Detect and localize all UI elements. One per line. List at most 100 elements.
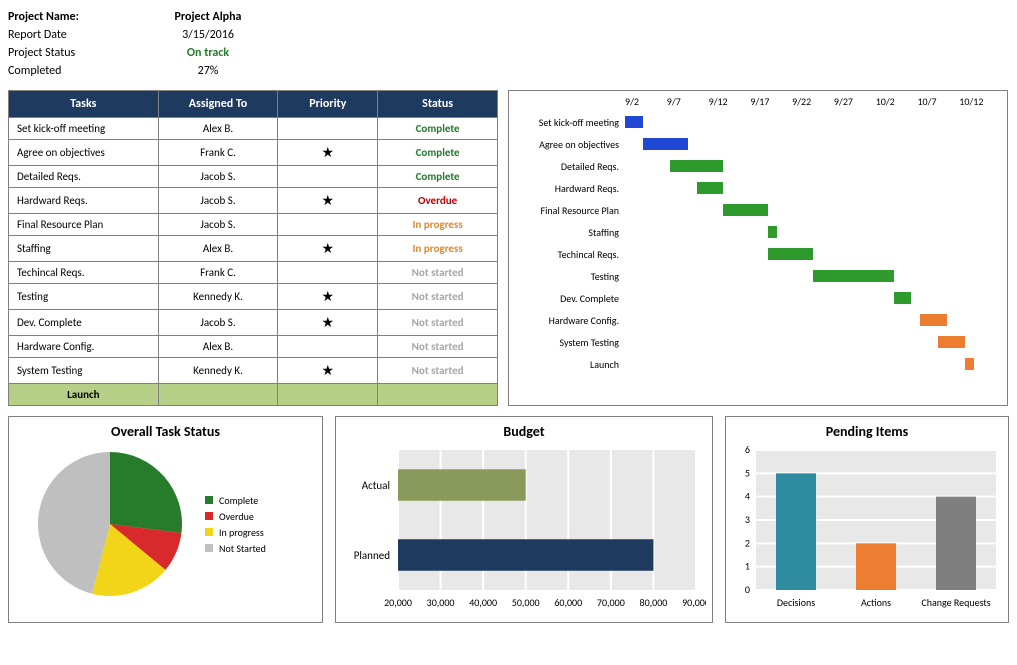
task-assigned: Alex B. xyxy=(158,336,278,358)
project-header: Project Name: Project Alpha Report Date … xyxy=(8,8,1009,80)
task-status: Not started xyxy=(378,310,498,336)
budget-bar-label: Planned xyxy=(354,549,390,562)
task-name: Staffing xyxy=(9,236,159,262)
col-tasks: Tasks xyxy=(9,91,159,118)
task-name: Set kick-off meeting xyxy=(9,118,159,140)
legend-swatch xyxy=(205,544,213,552)
legend-label: Overdue xyxy=(219,510,254,523)
task-name: Hardward Reqs. xyxy=(9,188,159,214)
task-assigned: Alex B. xyxy=(158,236,278,262)
table-row: Techincal Reqs.Frank C.Not started xyxy=(9,262,498,284)
gantt-row: Hardware Config. xyxy=(515,309,1001,331)
pie-title: Overall Task Status xyxy=(15,423,316,440)
report-date-label: Report Date xyxy=(8,28,158,42)
star-icon: ★ xyxy=(322,240,335,257)
legend-item: Complete xyxy=(205,494,266,507)
gantt-bar-area xyxy=(625,115,1001,129)
gantt-row: Dev. Complete xyxy=(515,287,1001,309)
task-name: System Testing xyxy=(9,358,159,384)
pending-bar-label: Decisions xyxy=(777,596,815,609)
gantt-label: Set kick-off meeting xyxy=(515,116,625,129)
gantt-row: Detailed Reqs. xyxy=(515,155,1001,177)
task-assigned: Kennedy K. xyxy=(158,284,278,310)
gantt-bar-area xyxy=(625,181,1001,195)
task-priority xyxy=(278,336,378,358)
budget-title: Budget xyxy=(342,423,706,440)
y-tick-label: 6 xyxy=(745,444,750,456)
gantt-bar xyxy=(965,358,974,370)
pending-title: Pending Items xyxy=(732,423,1002,440)
star-icon: ★ xyxy=(322,144,335,161)
gantt-tick: 9/27 xyxy=(834,95,876,111)
task-status: Not started xyxy=(378,262,498,284)
task-status: Not started xyxy=(378,358,498,384)
pending-bar xyxy=(856,543,896,590)
gantt-row: Set kick-off meeting xyxy=(515,111,1001,133)
task-priority: ★ xyxy=(278,284,378,310)
task-assigned: Jacob S. xyxy=(158,166,278,188)
completed-pct: 27% xyxy=(158,64,258,78)
table-row: Dev. CompleteJacob S.★Not started xyxy=(9,310,498,336)
task-status: Complete xyxy=(378,166,498,188)
task-priority xyxy=(278,166,378,188)
gantt-tick: 10/2 xyxy=(876,95,918,111)
gantt-tick: 10/7 xyxy=(917,95,959,111)
pending-bar xyxy=(936,497,976,590)
table-row: Set kick-off meetingAlex B.Complete xyxy=(9,118,498,140)
task-name: Dev. Complete xyxy=(9,310,159,336)
launch-empty xyxy=(378,384,498,406)
x-tick-label: 70,000 xyxy=(597,596,625,609)
table-row: Detailed Reqs.Jacob S.Complete xyxy=(9,166,498,188)
legend-swatch xyxy=(205,528,213,536)
gantt-bar xyxy=(894,292,912,304)
pending-items-chart: Pending Items 0123456DecisionsActionsCha… xyxy=(725,416,1009,623)
gantt-bar-area xyxy=(625,291,1001,305)
task-assigned: Alex B. xyxy=(158,118,278,140)
legend-item: Not Started xyxy=(205,542,266,555)
gantt-bar-area xyxy=(625,203,1001,217)
task-assigned: Jacob S. xyxy=(158,188,278,214)
gantt-bar xyxy=(697,182,724,194)
col-status: Status xyxy=(378,91,498,118)
pending-svg: 0123456DecisionsActionsChange Requests xyxy=(732,444,1002,612)
table-row: Agree on objectivesFrank C.★Complete xyxy=(9,140,498,166)
task-table: Tasks Assigned To Priority Status Set ki… xyxy=(8,90,498,406)
x-tick-label: 50,000 xyxy=(512,596,540,609)
gantt-bar-area xyxy=(625,247,1001,261)
budget-bar-label: Actual xyxy=(362,479,390,492)
task-assigned: Kennedy K. xyxy=(158,358,278,384)
gantt-label: Staffing xyxy=(515,226,625,239)
y-tick-label: 5 xyxy=(745,466,750,479)
table-row: TestingKennedy K.★Not started xyxy=(9,284,498,310)
task-table-header-row: Tasks Assigned To Priority Status xyxy=(9,91,498,118)
gantt-bar-area xyxy=(625,357,1001,371)
gantt-chart: 9/29/79/129/179/229/2710/210/710/12 Set … xyxy=(508,90,1008,406)
status-label: Project Status xyxy=(8,46,158,60)
star-icon: ★ xyxy=(322,362,335,379)
task-status: Complete xyxy=(378,140,498,166)
y-tick-label: 3 xyxy=(745,513,750,526)
gantt-tick: 9/2 xyxy=(625,95,667,111)
gantt-bar xyxy=(813,270,894,282)
task-priority: ★ xyxy=(278,358,378,384)
pie-legend: CompleteOverdueIn progressNot Started xyxy=(205,491,266,558)
legend-swatch xyxy=(205,512,213,520)
pie-slice xyxy=(110,452,182,533)
task-name: Techincal Reqs. xyxy=(9,262,159,284)
gantt-label: Detailed Reqs. xyxy=(515,160,625,173)
gantt-label: Testing xyxy=(515,270,625,283)
gantt-row: Agree on objectives xyxy=(515,133,1001,155)
star-icon: ★ xyxy=(322,314,335,331)
task-name: Testing xyxy=(9,284,159,310)
gantt-bar-area xyxy=(625,269,1001,283)
x-tick-label: 30,000 xyxy=(427,596,455,609)
budget-bar xyxy=(398,469,526,501)
y-tick-label: 2 xyxy=(745,536,750,549)
gantt-bar xyxy=(643,138,688,150)
gantt-label: Launch xyxy=(515,358,625,371)
gantt-label: Agree on objectives xyxy=(515,138,625,151)
budget-svg: 20,00030,00040,00050,00060,00070,00080,0… xyxy=(342,444,706,612)
gantt-label: Dev. Complete xyxy=(515,292,625,305)
gantt-bar-area xyxy=(625,159,1001,173)
star-icon: ★ xyxy=(322,192,335,209)
